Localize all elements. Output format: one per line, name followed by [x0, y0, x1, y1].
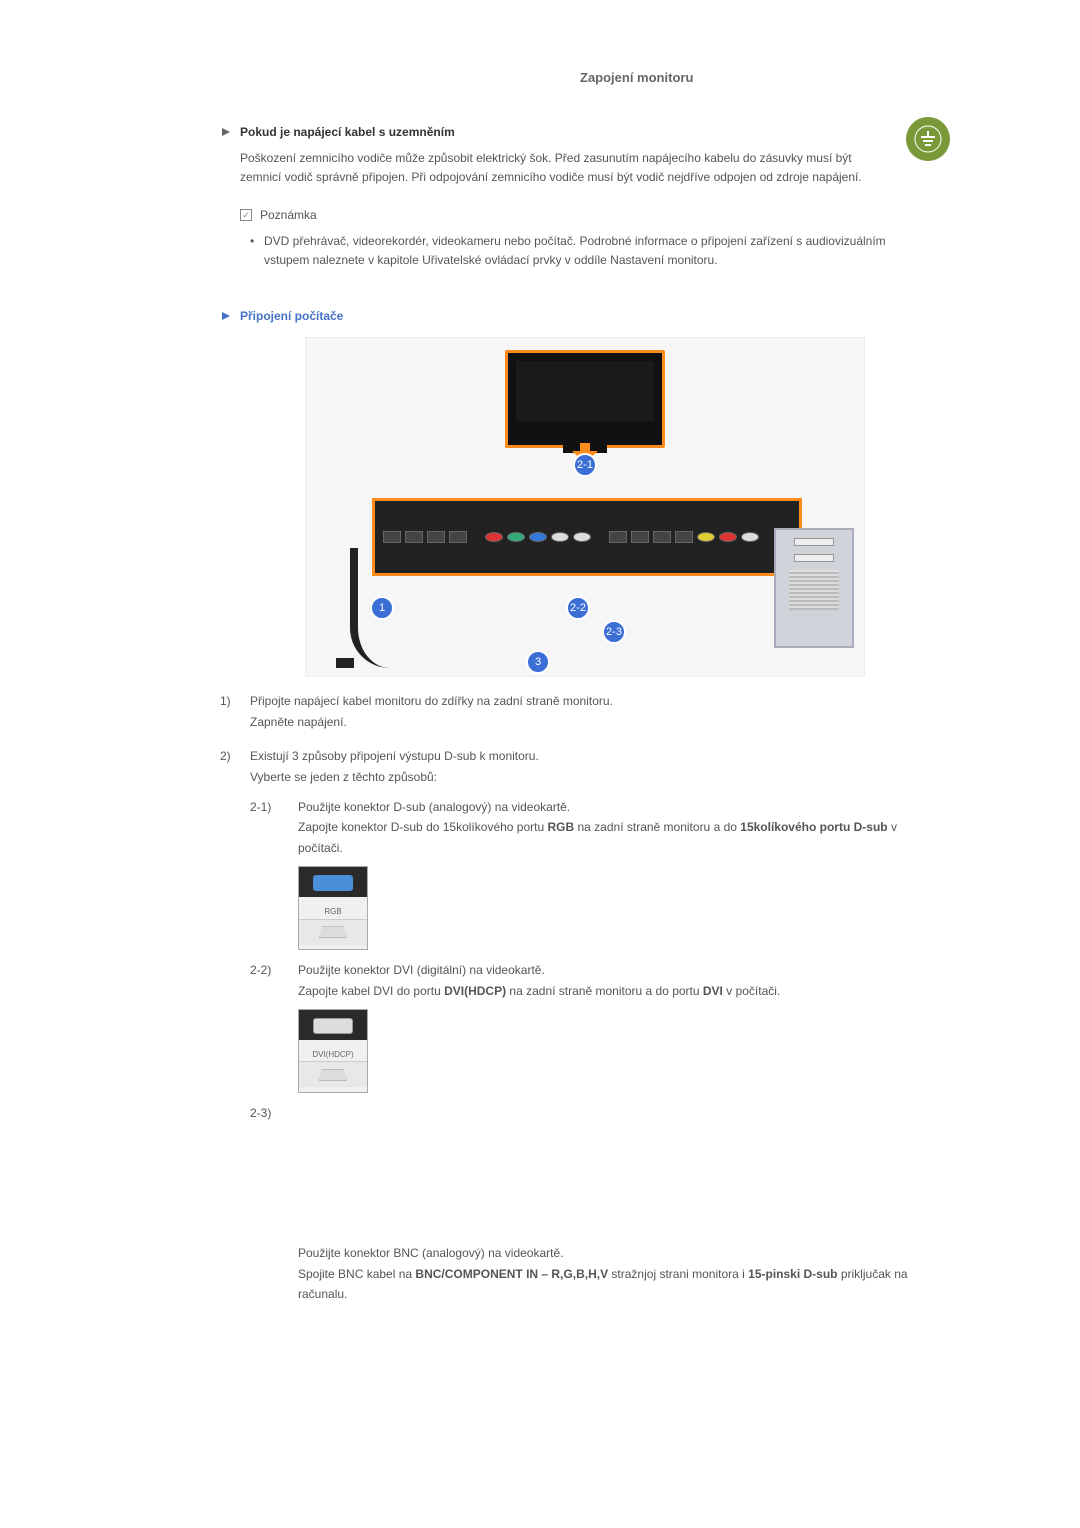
rca-port — [529, 532, 547, 542]
port-photo-dvi: DVI(HDCP) — [298, 1009, 368, 1093]
substep-line: Použijte konektor BNC (analogový) na vid… — [298, 1243, 920, 1263]
steps-list: 1) Připojte napájecí kabel monitoru do z… — [220, 691, 950, 1304]
note-row: ✓ Poznámka — [240, 208, 950, 222]
rca-port — [551, 532, 569, 542]
monitor-front — [505, 350, 665, 448]
rca-port — [741, 532, 759, 542]
step-item: 2) Existují 3 způsoby připojení výstupu … — [220, 746, 950, 1304]
rca-port — [573, 532, 591, 542]
step-text: Vyberte se jeden z těchto způsobů: — [250, 767, 920, 787]
chevron-right-icon — [220, 310, 232, 322]
section-heading-connect-pc: Připojení počítače — [220, 309, 950, 323]
callout-badge: 2-1 — [573, 453, 597, 477]
substep-line: Zapojte konektor D-sub do 15kolíkového p… — [298, 817, 920, 858]
callout-badge: 1 — [370, 596, 394, 620]
callout-badge: 2-3 — [602, 620, 626, 644]
rca-port — [507, 532, 525, 542]
section-heading-grounding: Pokud je napájecí kabel s uzemněním — [220, 125, 906, 139]
port — [631, 531, 649, 543]
note-item-text: DVD přehrávač, videorekordér, videokamer… — [264, 232, 950, 269]
substep-line: Použijte konektor D-sub (analogový) na v… — [298, 797, 920, 817]
port — [427, 531, 445, 543]
substep-number: 2-2) — [250, 960, 298, 1093]
step-text: Připojte napájecí kabel monitoru do zdíř… — [250, 691, 920, 711]
connection-diagram: 2-1 — [305, 337, 865, 677]
pc-tower — [774, 528, 854, 648]
list-item: • DVD přehrávač, videorekordér, videokam… — [250, 232, 950, 269]
monitor-rear-panel — [372, 498, 802, 576]
port — [675, 531, 693, 543]
callout-badge: 3 — [526, 650, 550, 674]
port — [383, 531, 401, 543]
section-heading-text: Pokud je napájecí kabel s uzemněním — [240, 125, 455, 139]
note-label: Poznámka — [260, 208, 317, 222]
port — [609, 531, 627, 543]
substep-item: 2-1) Použijte konektor D-sub (analogový)… — [250, 797, 920, 950]
power-plug — [336, 658, 354, 668]
port — [653, 531, 671, 543]
rca-port — [485, 532, 503, 542]
bullet-dot: • — [250, 232, 264, 269]
checkbox-icon: ✓ — [240, 209, 252, 221]
chevron-right-icon — [220, 126, 232, 138]
substep-item: 2-3) — [250, 1103, 920, 1123]
ground-icon — [906, 117, 950, 161]
substep-line: Zapojte kabel DVI do portu DVI(HDCP) na … — [298, 981, 920, 1001]
substep-number: 2-3) — [250, 1103, 298, 1123]
rca-port — [697, 532, 715, 542]
step-number: 2) — [220, 746, 250, 1304]
step-number: 1) — [220, 691, 250, 732]
port-label: RGB — [299, 897, 367, 919]
step-text: Existují 3 způsoby připojení výstupu D-s… — [250, 746, 920, 766]
port-label: DVI(HDCP) — [299, 1040, 367, 1062]
port — [405, 531, 423, 543]
port-photo-rgb: RGB — [298, 866, 368, 950]
substep-line: Použijte konektor DVI (digitální) na vid… — [298, 960, 920, 980]
rca-port — [719, 532, 737, 542]
note-list: • DVD přehrávač, videorekordér, videokam… — [250, 232, 950, 269]
substep-item: 2-2) Použijte konektor DVI (digitální) n… — [250, 960, 920, 1093]
step-text: Zapněte napájení. — [250, 712, 920, 732]
callout-badge: 2-2 — [566, 596, 590, 620]
page-title: Zapojení monitoru — [580, 70, 950, 85]
substep-item-continued: Použijte konektor BNC (analogový) na vid… — [250, 1243, 920, 1304]
substep-number: 2-1) — [250, 797, 298, 950]
port — [449, 531, 467, 543]
step-item: 1) Připojte napájecí kabel monitoru do z… — [220, 691, 950, 732]
substep-line: Spojite BNC kabel na BNC/COMPONENT IN – … — [298, 1264, 920, 1305]
section-heading-text: Připojení počítače — [240, 309, 343, 323]
section-body: Poškození zemnicího vodiče může způsobit… — [240, 149, 870, 186]
